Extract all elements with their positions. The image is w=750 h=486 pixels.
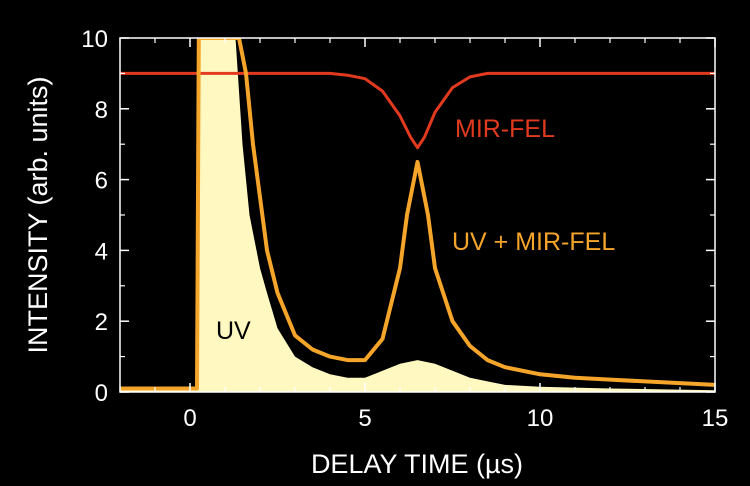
y-tick-label: 8 — [95, 97, 108, 124]
x-tick-label: 0 — [183, 405, 196, 432]
series-uv-mir-fel-line — [120, 38, 715, 391]
y-tick-label: 6 — [95, 168, 108, 195]
x-tick-label: 15 — [702, 405, 729, 432]
y-tick-label: 0 — [95, 380, 108, 407]
y-tick-label: 4 — [95, 238, 108, 265]
x-tick-label: 10 — [527, 405, 554, 432]
series-uv-area — [120, 38, 715, 392]
y-tick-label: 10 — [81, 26, 108, 53]
y-tick-label: 2 — [95, 309, 108, 336]
annotation-uv: UV — [216, 317, 251, 345]
x-tick-label: 5 — [358, 405, 371, 432]
y-axis-title: INTENSITY (arb. units) — [23, 76, 53, 353]
annotation-mir-fel: MIR-FEL — [455, 115, 555, 143]
series-mir-fel-line — [120, 71, 715, 150]
annotation-uv-mir-fel: UV + MIR-FEL — [452, 228, 615, 256]
x-axis-title: DELAY TIME (µs) — [311, 449, 523, 479]
